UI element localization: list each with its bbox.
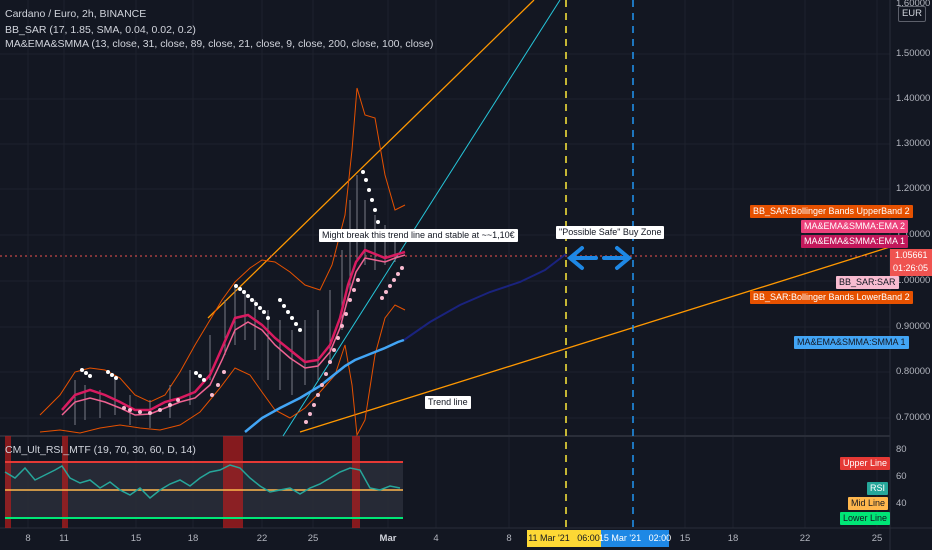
time-tick: 8 <box>506 533 512 544</box>
rsi-line <box>4 464 401 500</box>
time-tick: 18 <box>727 533 739 544</box>
price-tick: 0.70000 <box>896 412 931 423</box>
rsi-tick: 40 <box>896 498 907 509</box>
bb-upper-band <box>39 87 406 416</box>
price-tick: 1.20000 <box>896 183 931 194</box>
price-tick: 1.10000 <box>896 229 931 240</box>
price-tick: 0.90000 <box>896 321 931 332</box>
ma-legend[interactable]: MA&EMA&SMMA (13, close, 31, close, 89, c… <box>5 38 434 50</box>
buy-zone-arrows <box>566 246 633 270</box>
teal-trend-line <box>282 0 561 437</box>
current-price-value: 1.05661 <box>895 250 928 260</box>
price-tick: 1.00000 <box>896 275 931 286</box>
bb-lower-band <box>39 304 406 437</box>
rsi-legend[interactable]: CM_Ult_RSI_MTF (19, 70, 30, 60, D, 14) <box>5 444 196 456</box>
time-tick: 22 <box>799 533 811 544</box>
current-price-box <box>890 249 932 276</box>
time-tick: 8 <box>25 533 31 544</box>
time-tick: 25 <box>307 533 319 544</box>
lower-line-label: Lower Line <box>840 512 891 525</box>
sar-dots-above <box>80 170 380 382</box>
ema-1-line <box>61 248 406 412</box>
smma-projection <box>403 253 567 341</box>
end-date-box <box>601 530 669 547</box>
buy-zone-note[interactable]: "Possible Safe" Buy Zone <box>556 226 665 239</box>
time-tick: 22 <box>256 533 268 544</box>
end-date-label: 15 Mar '21 02:00 <box>598 533 672 543</box>
rsi-overbought-zones <box>5 436 360 528</box>
upper-line-label: Upper Line <box>840 457 891 470</box>
mid-line-label: Mid Line <box>848 497 889 510</box>
price-tick: 1.50000 <box>896 48 931 59</box>
sar-dots-below <box>122 266 404 424</box>
ema-2-line <box>61 254 406 416</box>
smma-line <box>244 338 405 433</box>
ema1-label: MA&EMA&SMMA:EMA 1 <box>801 235 909 248</box>
upper-trend-line <box>207 0 535 319</box>
price-tick: 1.30000 <box>896 138 931 149</box>
bb-lower-label: BB_SAR:Bollinger Bands LowerBand 2 <box>750 291 913 304</box>
trend-line-note[interactable]: Trend line <box>425 396 471 409</box>
symbol-title[interactable]: Cardano / Euro, 2h, BINANCE <box>5 8 147 20</box>
time-tick: 11 <box>59 533 69 544</box>
trend-break-note[interactable]: Might break this trend line and stable a… <box>319 229 518 242</box>
ema2-label: MA&EMA&SMMA:EMA 2 <box>801 220 909 233</box>
time-tick: Mar <box>379 533 397 544</box>
smma1-label: MA&EMA&SMMA:SMMA 1 <box>794 336 909 349</box>
time-tick: 15 <box>679 533 691 544</box>
time-tick: 25 <box>871 533 883 544</box>
bb-sar-legend[interactable]: BB_SAR (17, 1.85, SMA, 0.04, 0.02, 0.2) <box>5 24 196 36</box>
time-tick: 15 <box>130 533 142 544</box>
time-tick: 4 <box>433 533 439 544</box>
price-tick: 1.60000 <box>896 0 931 9</box>
sar-label: BB_SAR:SAR <box>836 276 899 289</box>
lower-trend-line <box>299 246 891 433</box>
bar-countdown: 01:26:05 <box>893 263 929 273</box>
start-date-label: 11 Mar '21 06:00 <box>528 533 600 543</box>
price-tick: 0.80000 <box>896 366 931 377</box>
rsi-label: RSI <box>867 482 889 495</box>
rsi-tick: 60 <box>896 471 907 482</box>
rsi-tick: 80 <box>896 444 907 455</box>
bb-upper-label: BB_SAR:Bollinger Bands UpperBand 2 <box>750 205 913 218</box>
time-tick: 18 <box>187 533 199 544</box>
currency-button[interactable]: EUR <box>898 6 926 22</box>
price-tick: 1.40000 <box>896 93 931 104</box>
start-date-box <box>527 530 601 547</box>
